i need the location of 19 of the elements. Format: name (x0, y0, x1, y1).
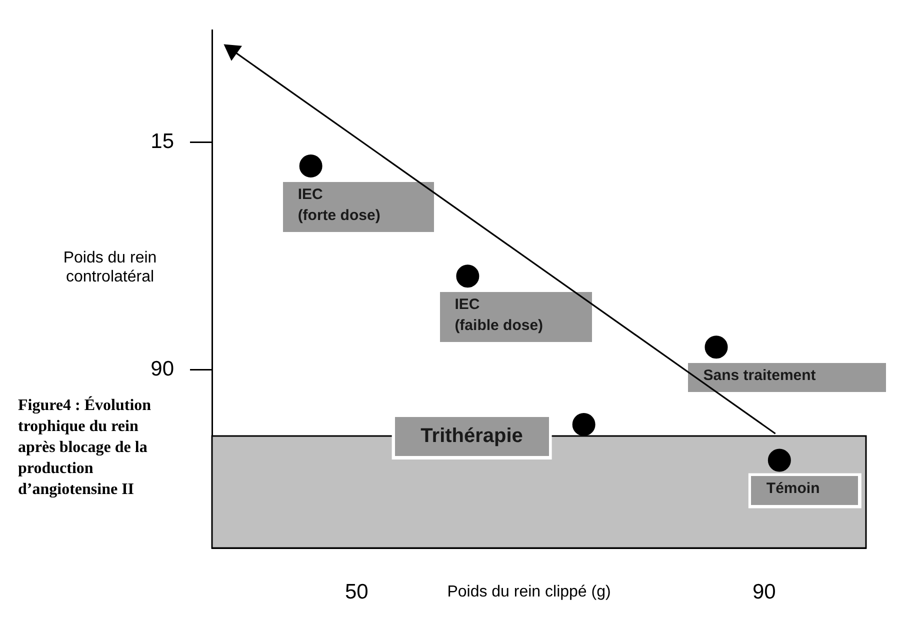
point (456, 264, 480, 288)
series-label: IEC (faible dose) (454, 295, 544, 336)
name-tag: Témoin (749, 474, 860, 508)
point (768, 448, 791, 472)
name-tag: IEC (forte dose) (280, 180, 436, 234)
y-tick-label: 15 (150, 130, 174, 154)
caption: Figure4 : Évolution trophique du rein après blocage de la production d’angiotensine II (18, 396, 152, 498)
series-label: Témoin (766, 479, 821, 500)
point (299, 154, 322, 178)
x-axis-title: Poids du rein clippé (g) (447, 583, 611, 600)
name-tag: IEC (faible dose) (438, 290, 594, 344)
name-tag: Trithérapie (392, 415, 551, 458)
name-tag: Sans traitement (686, 361, 888, 394)
y-axis-title: Poids du rein controlatéral (63, 249, 157, 286)
x-tick-label: 50 (344, 580, 368, 604)
point (704, 336, 728, 359)
series-label: Sans traitement (703, 366, 817, 386)
point (572, 412, 596, 436)
series-label: IEC (forte dose) (298, 184, 382, 226)
